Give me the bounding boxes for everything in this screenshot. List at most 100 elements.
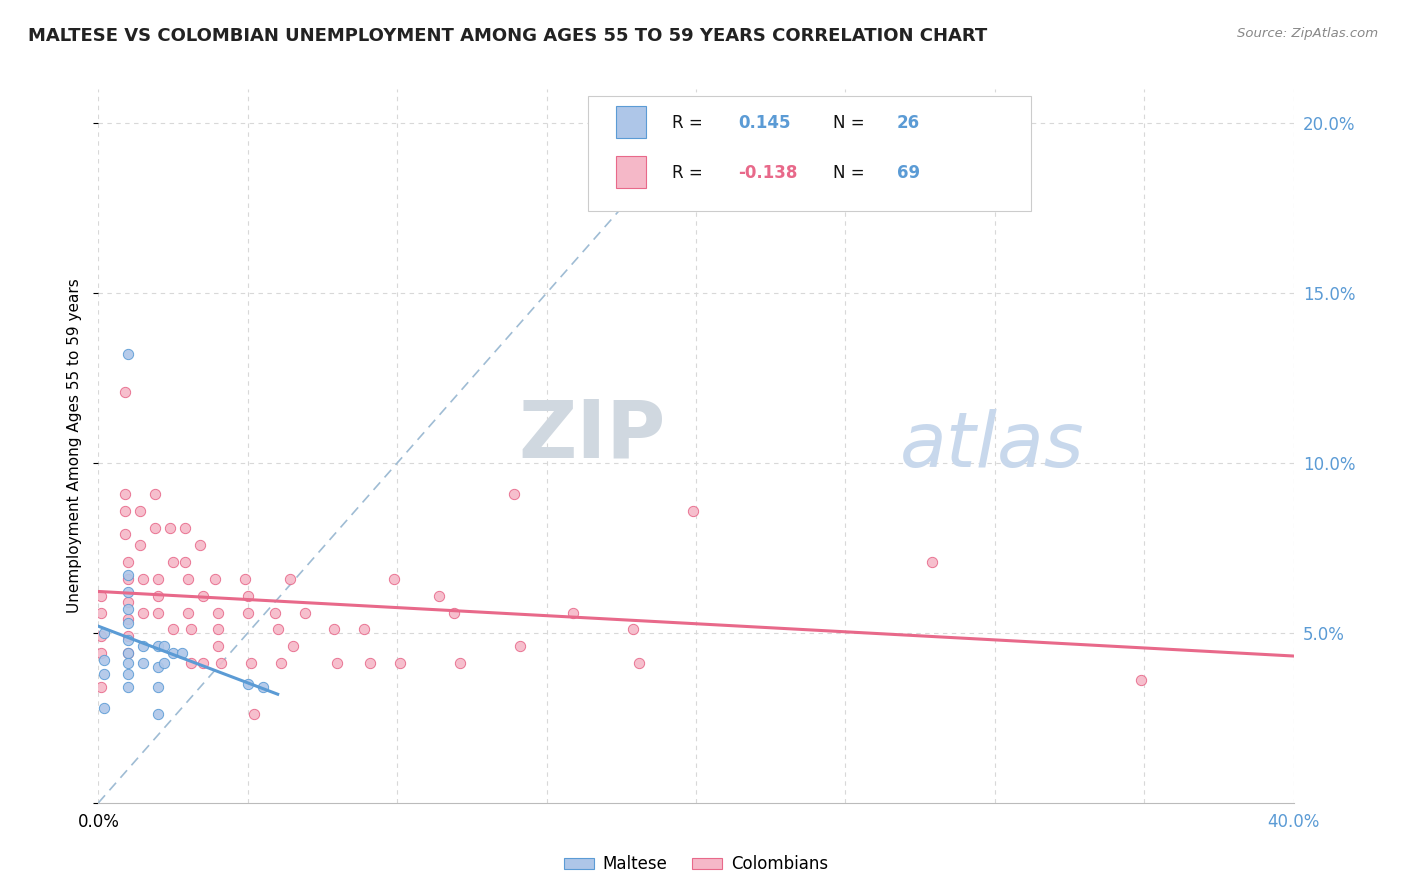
Point [90, 589, 112, 603]
Point [117, 646, 139, 660]
Point [174, 555, 197, 569]
Point [188, 537, 211, 551]
Point [132, 640, 155, 654]
Point [177, 606, 200, 620]
Point [148, 606, 170, 620]
Point [180, 657, 202, 671]
Point [162, 646, 184, 660]
Point [162, 623, 184, 637]
Text: ZIP: ZIP [519, 397, 666, 475]
Point [117, 612, 139, 626]
Point [117, 568, 139, 582]
Point [562, 606, 585, 620]
Text: atlas: atlas [900, 409, 1084, 483]
Point [153, 640, 176, 654]
Point [236, 589, 259, 603]
Point [148, 707, 170, 722]
Text: R =: R = [672, 114, 709, 132]
Text: N =: N = [834, 164, 870, 182]
Point [191, 657, 214, 671]
Point [270, 657, 292, 671]
Point [382, 572, 405, 586]
Text: 69: 69 [897, 164, 920, 182]
Point [117, 572, 139, 586]
Point [209, 657, 232, 671]
Point [682, 503, 704, 517]
Point [177, 572, 200, 586]
Point [502, 486, 524, 500]
Point [132, 606, 155, 620]
Point [353, 623, 375, 637]
Point [90, 646, 112, 660]
Point [172, 646, 194, 660]
Point [233, 572, 256, 586]
Point [117, 602, 139, 616]
Point [117, 585, 139, 599]
Point [117, 595, 139, 609]
Point [114, 503, 136, 517]
Point [628, 657, 651, 671]
Point [207, 623, 229, 637]
Point [132, 657, 155, 671]
Point [180, 623, 202, 637]
Point [148, 589, 170, 603]
Text: Source: ZipAtlas.com: Source: ZipAtlas.com [1237, 27, 1378, 40]
Point [148, 640, 170, 654]
Point [148, 660, 170, 674]
Point [427, 589, 450, 603]
FancyBboxPatch shape [588, 96, 1031, 211]
Point [117, 680, 139, 694]
Point [174, 520, 197, 534]
Point [114, 527, 136, 541]
Point [117, 347, 139, 361]
Point [389, 657, 412, 671]
Point [90, 629, 112, 643]
Text: 26: 26 [897, 114, 920, 132]
Point [153, 657, 176, 671]
Point [93, 626, 115, 640]
Point [117, 666, 139, 681]
Point [443, 606, 465, 620]
Point [93, 700, 115, 714]
Text: N =: N = [834, 114, 870, 132]
Point [93, 653, 115, 667]
Point [117, 632, 139, 647]
Point [207, 640, 229, 654]
Y-axis label: Unemployment Among Ages 55 to 59 years: Unemployment Among Ages 55 to 59 years [67, 278, 83, 614]
Point [132, 572, 155, 586]
Point [359, 657, 381, 671]
Point [236, 606, 259, 620]
Legend: Maltese, Colombians: Maltese, Colombians [557, 849, 835, 880]
Point [278, 572, 301, 586]
Point [90, 680, 112, 694]
Point [326, 657, 349, 671]
Point [117, 615, 139, 630]
Point [267, 623, 290, 637]
Point [323, 623, 346, 637]
Text: -0.138: -0.138 [738, 164, 797, 182]
Point [129, 537, 152, 551]
Point [281, 640, 304, 654]
Point [129, 503, 152, 517]
Text: R =: R = [672, 164, 709, 182]
Point [93, 666, 115, 681]
Point [1130, 673, 1153, 688]
Point [621, 623, 644, 637]
Point [159, 520, 181, 534]
Point [117, 646, 139, 660]
Point [509, 640, 531, 654]
Point [143, 520, 166, 534]
Text: MALTESE VS COLOMBIAN UNEMPLOYMENT AMONG AGES 55 TO 59 YEARS CORRELATION CHART: MALTESE VS COLOMBIAN UNEMPLOYMENT AMONG … [28, 27, 987, 45]
Point [114, 486, 136, 500]
Point [449, 657, 471, 671]
Point [90, 606, 112, 620]
Point [263, 606, 285, 620]
Point [191, 589, 214, 603]
Point [117, 657, 139, 671]
Point [117, 629, 139, 643]
Point [921, 555, 943, 569]
Point [162, 555, 184, 569]
Point [207, 606, 229, 620]
Text: 0.145: 0.145 [738, 114, 790, 132]
Point [148, 680, 170, 694]
